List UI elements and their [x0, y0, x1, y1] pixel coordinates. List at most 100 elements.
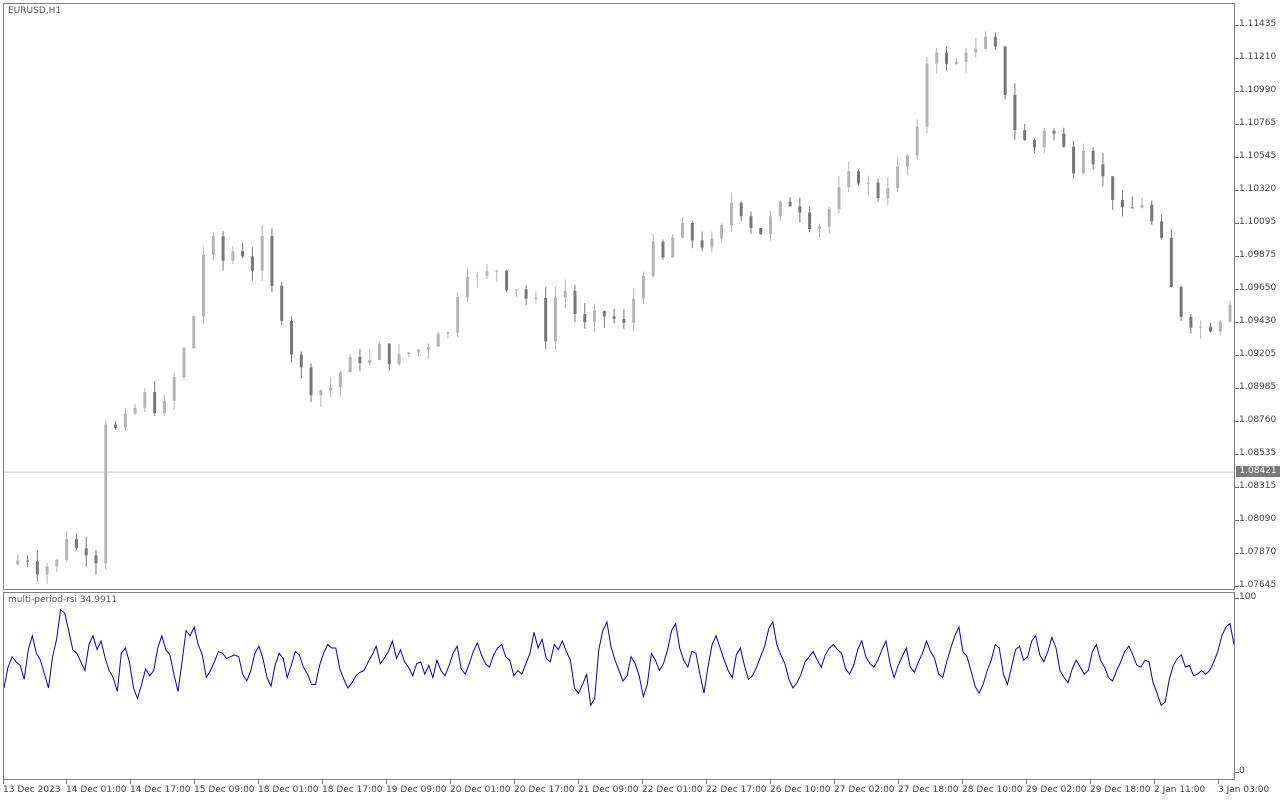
candle — [1042, 127, 1046, 154]
candle — [465, 267, 469, 303]
candle — [847, 161, 851, 193]
candle — [221, 231, 225, 271]
price-tick-label: 1.10990 — [1234, 84, 1277, 95]
price-tick-label: 1.09650 — [1234, 283, 1277, 294]
price-tick-label: 1.07645 — [1234, 580, 1277, 590]
candle — [426, 343, 430, 359]
rsi-plot[interactable] — [4, 593, 1235, 780]
candle — [1101, 152, 1105, 187]
price-chart-pane[interactable]: EURUSD,H1 — [3, 3, 1235, 590]
candle — [114, 421, 118, 430]
time-tick-label: 22 Dec 17:00 — [706, 780, 767, 795]
price-scale[interactable]: 1.11435 1.11210 1.10990 1.10765 1.10545 1.103… — [1234, 0, 1280, 590]
candle — [1003, 45, 1007, 100]
time-tick-label: 22 Dec 01:00 — [642, 780, 703, 795]
candle — [944, 46, 948, 71]
time-axis[interactable]: 13 Dec 2023 14 Dec 01:00 14 Dec 17:00 15 De… — [0, 780, 1280, 800]
time-tick-label: 14 Dec 01:00 — [66, 780, 127, 795]
candle — [984, 31, 988, 50]
indicator-label: multi-period-rsi 34.9911 — [8, 595, 118, 605]
candle — [925, 57, 929, 134]
candle — [993, 32, 997, 50]
candle — [827, 206, 831, 234]
candle — [622, 309, 626, 329]
price-tick-label: 1.09205 — [1234, 349, 1277, 360]
indicator-pane[interactable]: multi-period-rsi 34.9911 — [3, 592, 1235, 780]
candle — [241, 242, 245, 258]
time-tick-label: 21 Dec 09:00 — [578, 780, 639, 795]
candle — [583, 303, 587, 329]
candle — [495, 269, 499, 282]
candle — [1013, 83, 1017, 140]
candle — [338, 370, 342, 397]
candle — [407, 351, 411, 358]
candle — [162, 395, 166, 416]
candle — [65, 531, 69, 562]
candle — [456, 291, 460, 338]
time-tick-label: 13 Dec 2023 — [3, 780, 61, 795]
indicator-scale-max: 100 — [1234, 592, 1257, 602]
candle — [632, 288, 636, 332]
time-tick-label: 26 Dec 10:00 — [770, 780, 831, 795]
candle — [954, 57, 958, 65]
price-tick-label: 1.10320 — [1234, 184, 1277, 195]
time-tick-label: 27 Dec 02:00 — [834, 780, 895, 795]
candle — [417, 348, 421, 357]
candle — [964, 47, 968, 73]
candle — [309, 363, 313, 403]
candle — [1111, 176, 1115, 210]
time-tick-label: 14 Dec 17:00 — [130, 780, 191, 795]
candle — [202, 246, 206, 324]
candle — [1199, 320, 1203, 339]
candle — [368, 349, 372, 366]
candle — [514, 288, 518, 298]
price-tick-label: 1.07870 — [1234, 546, 1277, 557]
candle — [788, 197, 792, 207]
time-tick-label: 20 Dec 17:00 — [514, 780, 575, 795]
time-tick-label: 3 Jan 03:00 — [1218, 780, 1270, 795]
candle — [387, 343, 391, 371]
price-tick-label: 1.10545 — [1234, 150, 1277, 161]
candle — [485, 263, 489, 279]
candle — [270, 228, 274, 293]
candle — [94, 550, 98, 575]
time-tick-label: 29 Dec 02:00 — [1026, 780, 1087, 795]
candle — [710, 231, 714, 253]
candle — [808, 206, 812, 233]
candle — [16, 553, 20, 566]
candle — [505, 269, 509, 293]
candle — [348, 354, 352, 373]
candle — [769, 210, 773, 241]
price-tick-label: 1.08315 — [1234, 480, 1277, 491]
candle — [84, 537, 88, 567]
time-tick-label: 18 Dec 17:00 — [322, 780, 383, 795]
candle — [1208, 322, 1212, 333]
indicator-scale[interactable]: 100 0 — [1234, 590, 1280, 780]
candle — [915, 119, 919, 160]
time-tick-label: 15 Dec 09:00 — [194, 780, 255, 795]
candle — [563, 279, 567, 309]
candle — [377, 341, 381, 361]
time-tick-label: 27 Dec 18:00 — [898, 780, 959, 795]
price-chart-plot[interactable] — [4, 4, 1235, 590]
rsi-line — [4, 608, 1234, 707]
candle — [104, 419, 108, 570]
candle — [534, 291, 538, 304]
candle — [544, 287, 548, 350]
candle — [729, 192, 733, 232]
candle — [720, 223, 724, 243]
candle — [866, 175, 870, 196]
candle — [35, 550, 39, 582]
candle — [573, 285, 577, 323]
price-tick-label: 1.11435 — [1234, 19, 1277, 29]
candle — [45, 563, 49, 584]
candle — [182, 346, 186, 380]
candle — [886, 177, 890, 206]
candle — [1189, 313, 1193, 334]
candle — [192, 315, 196, 349]
candle — [436, 331, 440, 347]
candle — [1062, 127, 1066, 148]
candle — [319, 389, 323, 407]
candle — [778, 200, 782, 222]
candle — [612, 308, 616, 324]
